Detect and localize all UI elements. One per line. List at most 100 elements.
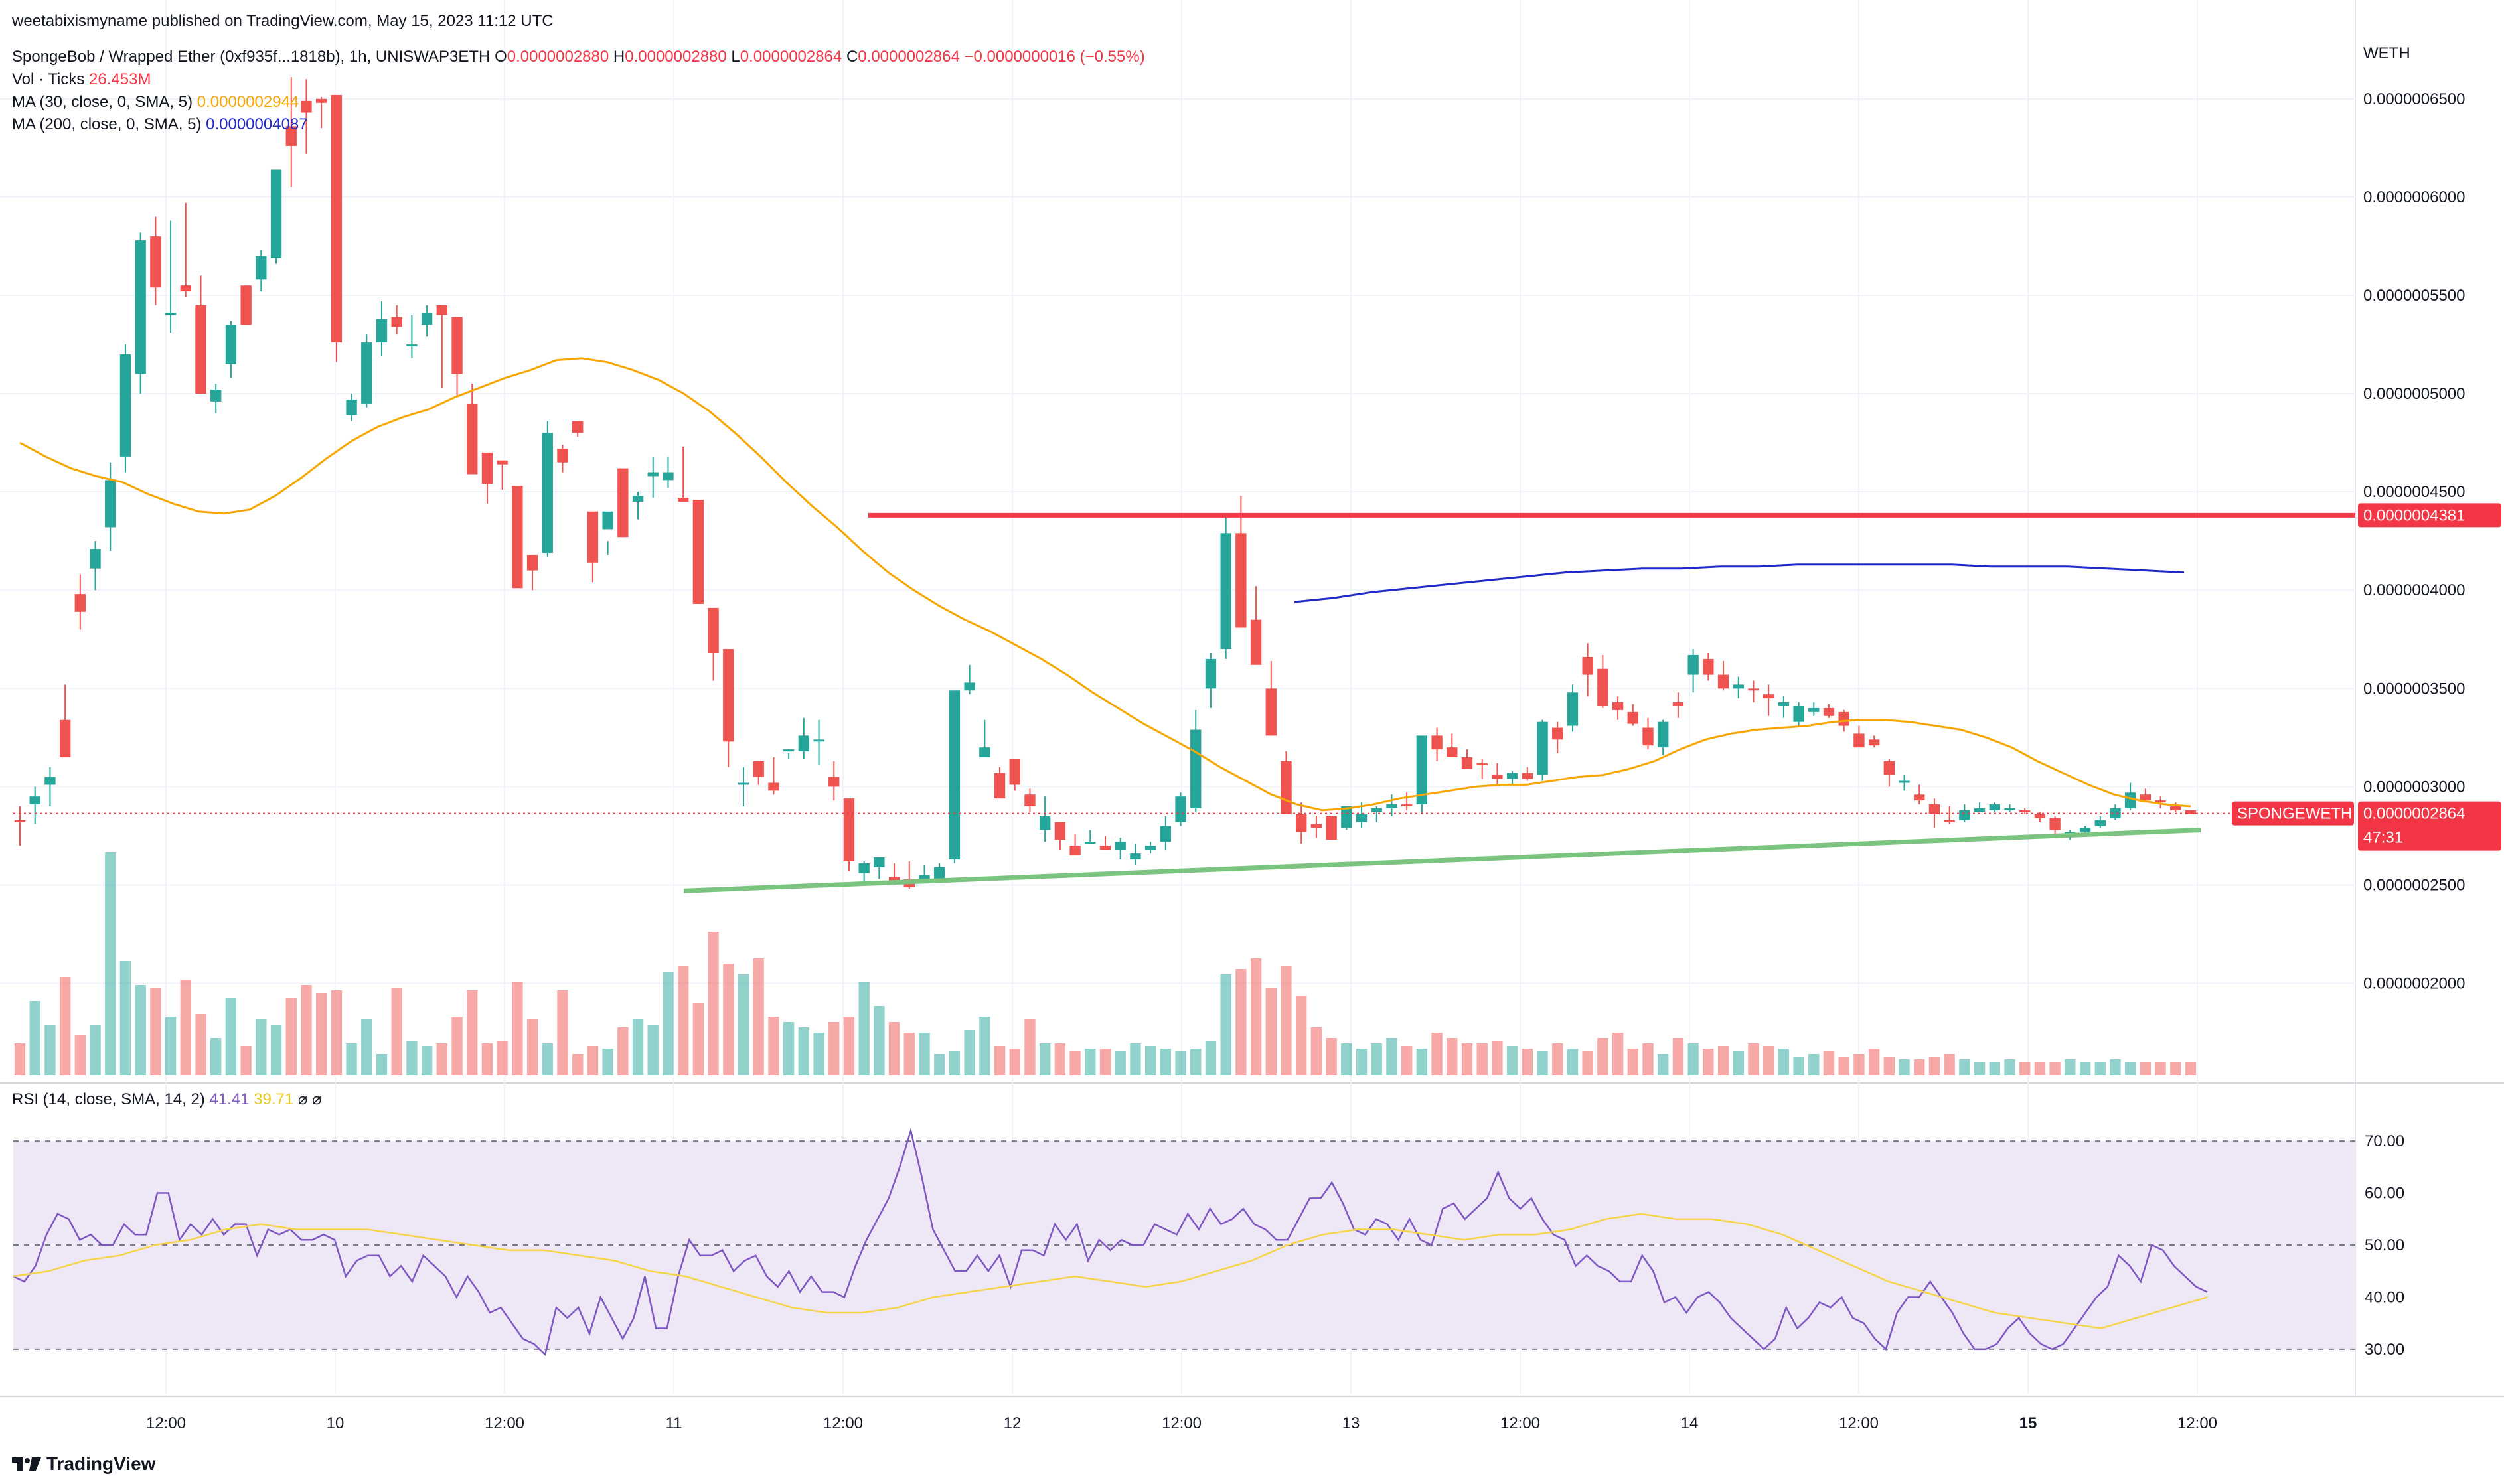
volume-bar (150, 988, 161, 1075)
volume-bar (1054, 1043, 1066, 1075)
volume-bar (256, 1019, 267, 1075)
candle-body (677, 498, 689, 502)
volume-bar (1642, 1043, 1654, 1075)
candle-body (1310, 824, 1322, 828)
rsi-legend[interactable]: RSI (14, close, SMA, 14, 2) 41.41 39.71 … (12, 1090, 322, 1109)
price-tick-label: 0.0000002000 (2363, 975, 2465, 993)
volume-bar (421, 1046, 433, 1075)
rsi-icon-1[interactable]: ⌀ (297, 1090, 308, 1108)
symbol-legend: SpongeBob / Wrapped Ether (0xf935f...181… (12, 48, 1145, 66)
candle-body (979, 747, 990, 757)
candle-body (270, 169, 282, 258)
symbol-tag-text: SPONGEWETH (2237, 805, 2352, 823)
candle-body (391, 317, 402, 327)
time-label: 14 (1681, 1414, 1699, 1432)
volume-bar (994, 1046, 1006, 1075)
symbol-title[interactable]: SpongeBob / Wrapped Ether (0xf935f...181… (12, 48, 491, 66)
candle-body (542, 433, 553, 553)
ma30-line (19, 357, 2191, 812)
volume-bar (315, 993, 327, 1075)
price-tick-label: 0.0000004500 (2363, 483, 2465, 501)
volume-bar (301, 985, 312, 1075)
candle-body (1341, 806, 1352, 828)
candle-body (1039, 816, 1051, 830)
ma30-legend[interactable]: MA (30, close, 0, SMA, 5) 0.0000002944 (12, 93, 299, 111)
candle-body (285, 126, 297, 146)
volume-bar (949, 1051, 961, 1075)
tradingview-logo-icon (12, 1457, 41, 1471)
volume-bar (828, 1022, 840, 1075)
candle-body (1401, 804, 1413, 807)
volume-bar (542, 1043, 553, 1075)
candle-body (994, 773, 1006, 799)
volume-bar (1959, 1059, 1970, 1075)
ohlc-l-label: L (731, 48, 740, 66)
volume-bar (1371, 1043, 1382, 1075)
candle-body (1356, 814, 1368, 822)
candle-body (195, 305, 206, 394)
candle-body (708, 607, 719, 653)
candle-body (74, 594, 86, 612)
volume-bar (738, 974, 749, 1075)
volume-bar (1552, 1043, 1563, 1075)
volume-bar (105, 852, 116, 1075)
price-tick-label: 0.0000006000 (2363, 188, 2465, 206)
candle-body (59, 719, 71, 757)
time-label: 11 (666, 1414, 682, 1432)
volume-bar (195, 1014, 206, 1075)
volume-bar (1537, 1051, 1548, 1075)
candle-body (1778, 702, 1790, 706)
candle-body (1612, 702, 1624, 710)
time-label: 12:00 (1839, 1414, 1879, 1432)
volume-bar (1250, 958, 1262, 1075)
candle-body (738, 782, 749, 785)
volume-bar (677, 966, 689, 1075)
candle-body (1838, 711, 1849, 726)
ma200-value: 0.0000004087 (206, 115, 308, 133)
volume-layer (14, 852, 2197, 1075)
candle-body (467, 403, 478, 475)
candle-body (692, 500, 704, 604)
time-label: 12 (1004, 1414, 1022, 1432)
candle-body (1944, 820, 1955, 822)
ohlc-change: −0.0000000016 (−0.55%) (964, 48, 1145, 66)
rsi-icon-2[interactable]: ⌀ (312, 1090, 322, 1108)
candle-body (934, 867, 945, 881)
volume-bar (285, 998, 297, 1075)
volume-bar (798, 1027, 810, 1075)
volume-bar (1733, 1051, 1744, 1075)
volume-bar (557, 990, 568, 1075)
ma200-line (1294, 563, 2185, 603)
volume-legend[interactable]: Vol · Ticks 26.453M (12, 70, 151, 89)
rsi-tick-label: 40.00 (2365, 1288, 2404, 1306)
volume-bar (1416, 1049, 1428, 1075)
candle-body (617, 468, 629, 538)
price-tick-label: 0.0000002500 (2363, 876, 2465, 894)
price-tick-label: 0.0000004000 (2363, 581, 2465, 599)
time-label: 12:00 (823, 1414, 863, 1432)
candle-body (331, 94, 343, 343)
rsi-tick-label: 30.00 (2365, 1341, 2404, 1359)
ohlc-c-label: C (846, 48, 858, 66)
volume-bar (2155, 1062, 2166, 1075)
countdown-text: 47:31 (2363, 829, 2403, 847)
tradingview-logo[interactable]: TradingView (12, 1453, 155, 1475)
current-price-tag (2358, 801, 2501, 851)
candle-body (888, 877, 900, 883)
candle-body (1416, 735, 1428, 805)
candle-body (1296, 814, 1307, 832)
volume-bar (29, 1001, 40, 1075)
volume-bar (1115, 1051, 1126, 1075)
ma30-label: MA (30, close, 0, SMA, 5) (12, 93, 193, 111)
candle-body (1567, 692, 1579, 726)
ma200-legend[interactable]: MA (200, close, 0, SMA, 5) 0.0000004087 (12, 115, 308, 134)
candle-body (481, 452, 493, 484)
candle-body (512, 486, 523, 589)
volume-bar (1793, 1057, 1804, 1075)
candle-body (1024, 794, 1036, 806)
candle-body (783, 749, 795, 752)
published-line: weetabixismyname published on TradingVie… (12, 12, 554, 30)
candle-body (723, 649, 734, 742)
volume-bar (1597, 1038, 1608, 1075)
